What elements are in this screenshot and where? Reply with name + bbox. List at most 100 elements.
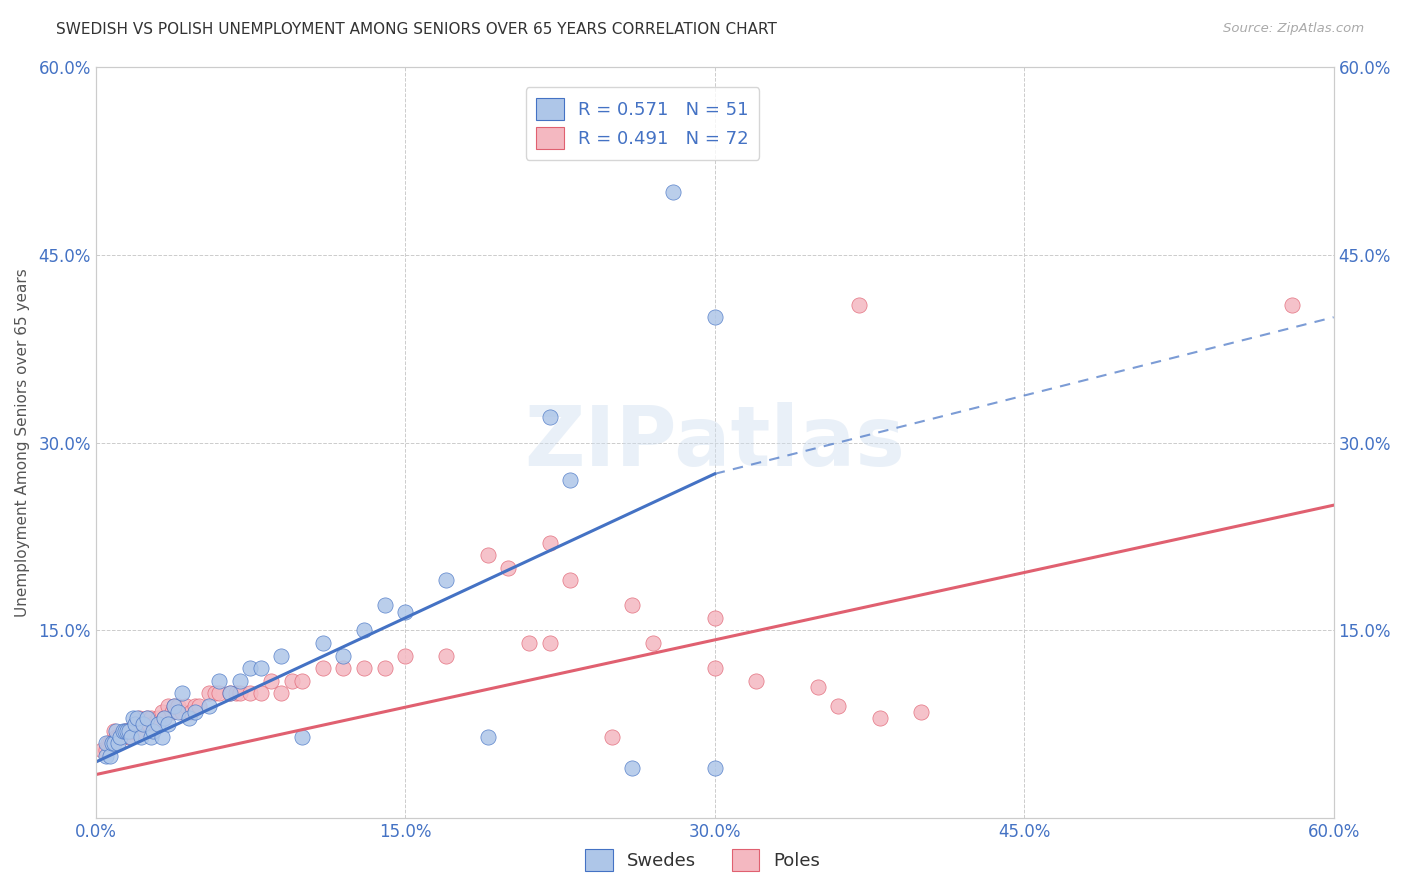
Point: [560, 574, 582, 588]
Point: [111, 723, 134, 738]
Point: [124, 717, 146, 731]
Point: [183, 698, 205, 713]
Point: [94, 742, 117, 756]
Point: [270, 686, 292, 700]
Point: [152, 711, 174, 725]
Legend: Swedes, Poles: Swedes, Poles: [578, 842, 828, 879]
Point: [910, 705, 932, 719]
Point: [538, 410, 561, 425]
Point: [477, 730, 499, 744]
Point: [136, 711, 159, 725]
Point: [101, 736, 124, 750]
Point: [172, 686, 194, 700]
Point: [120, 730, 142, 744]
Point: [172, 705, 194, 719]
Point: [105, 730, 128, 744]
Point: [374, 599, 396, 613]
Text: SWEDISH VS POLISH UNEMPLOYMENT AMONG SENIORS OVER 65 YEARS CORRELATION CHART: SWEDISH VS POLISH UNEMPLOYMENT AMONG SEN…: [56, 22, 778, 37]
Point: [114, 723, 136, 738]
Point: [177, 711, 200, 725]
Point: [120, 723, 142, 738]
Point: [218, 686, 240, 700]
Point: [229, 686, 252, 700]
Point: [115, 723, 138, 738]
Point: [249, 661, 271, 675]
Point: [97, 736, 120, 750]
Point: [204, 686, 226, 700]
Point: [152, 711, 174, 725]
Point: [198, 686, 221, 700]
Point: [105, 723, 128, 738]
Point: [138, 717, 160, 731]
Point: [111, 730, 134, 744]
Legend: R = 0.571   N = 51, R = 0.491   N = 72: R = 0.571 N = 51, R = 0.491 N = 72: [526, 87, 759, 160]
Point: [118, 723, 141, 738]
Point: [146, 717, 169, 731]
Point: [94, 736, 117, 750]
Point: [125, 711, 148, 725]
Point: [180, 705, 202, 719]
Point: [198, 698, 221, 713]
Point: [1281, 298, 1303, 312]
Point: [225, 686, 247, 700]
Point: [101, 736, 124, 750]
Point: [90, 742, 112, 756]
Point: [538, 636, 561, 650]
Point: [98, 736, 121, 750]
Point: [332, 648, 354, 663]
Point: [560, 473, 582, 487]
Point: [94, 748, 117, 763]
Point: [103, 723, 125, 738]
Point: [107, 736, 129, 750]
Point: [353, 661, 375, 675]
Point: [218, 686, 240, 700]
Point: [98, 748, 121, 763]
Point: [394, 648, 416, 663]
Point: [239, 686, 262, 700]
Point: [538, 535, 561, 549]
Point: [869, 711, 891, 725]
Point: [183, 705, 205, 719]
Point: [703, 761, 725, 775]
Text: Source: ZipAtlas.com: Source: ZipAtlas.com: [1223, 22, 1364, 36]
Point: [621, 599, 644, 613]
Point: [129, 730, 152, 744]
Point: [167, 705, 190, 719]
Y-axis label: Unemployment Among Seniors over 65 years: Unemployment Among Seniors over 65 years: [15, 268, 30, 617]
Point: [703, 611, 725, 625]
Point: [103, 736, 125, 750]
Point: [353, 624, 375, 638]
Point: [249, 686, 271, 700]
Point: [150, 730, 173, 744]
Point: [291, 673, 314, 688]
Point: [114, 723, 136, 738]
Point: [156, 698, 179, 713]
Point: [641, 636, 664, 650]
Point: [311, 636, 333, 650]
Point: [239, 661, 262, 675]
Point: [827, 698, 849, 713]
Point: [132, 717, 155, 731]
Point: [121, 711, 143, 725]
Point: [107, 730, 129, 744]
Point: [141, 730, 163, 744]
Point: [128, 711, 150, 725]
Point: [110, 730, 132, 744]
Point: [146, 711, 169, 725]
Point: [115, 723, 138, 738]
Point: [260, 673, 283, 688]
Point: [703, 310, 725, 325]
Point: [118, 730, 141, 744]
Point: [124, 717, 146, 731]
Point: [176, 698, 198, 713]
Text: ZIPatlas: ZIPatlas: [524, 402, 905, 483]
Point: [187, 698, 209, 713]
Point: [129, 717, 152, 731]
Point: [374, 661, 396, 675]
Point: [141, 711, 163, 725]
Point: [163, 698, 186, 713]
Point: [436, 574, 458, 588]
Point: [160, 705, 183, 719]
Point: [807, 680, 830, 694]
Point: [745, 673, 768, 688]
